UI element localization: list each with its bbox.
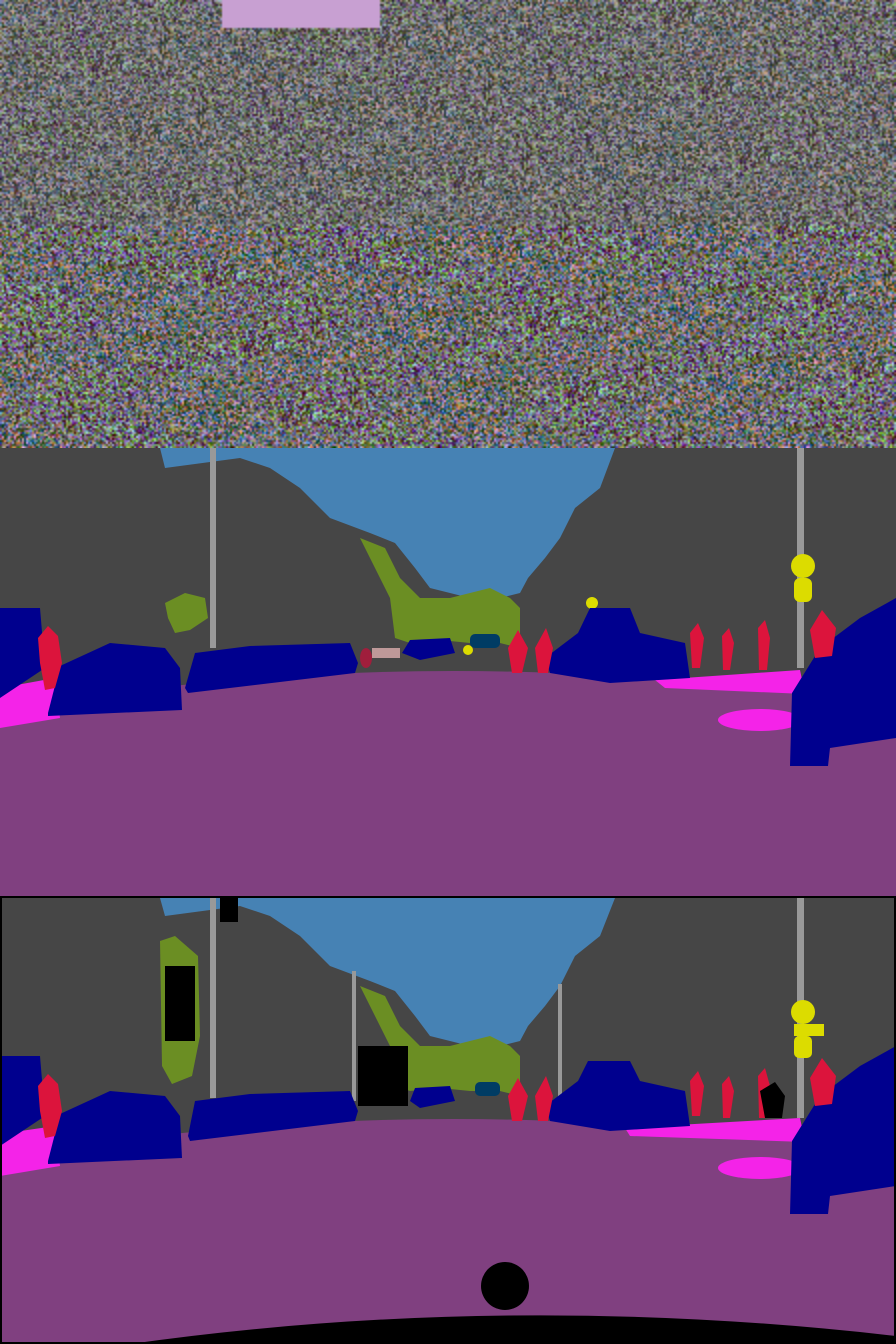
traffic-sign-lower <box>794 1036 812 1058</box>
person-left <box>38 626 62 690</box>
sidewalk-right <box>655 670 805 694</box>
person-right-d <box>810 1058 836 1106</box>
car-center <box>410 1086 455 1108</box>
feature-visualization-panel <box>0 0 896 448</box>
car-center <box>402 638 455 660</box>
traffic-sign-center <box>463 645 473 655</box>
truck-center <box>470 634 500 648</box>
sidewalk-right-patch <box>718 1157 802 1179</box>
ground-truth-segmentation-map <box>0 896 896 1344</box>
pole-center-a <box>352 971 356 1101</box>
car-right-front <box>790 598 896 766</box>
car-left-row <box>185 643 358 693</box>
car-left-row <box>188 1091 358 1141</box>
person-center-b <box>535 628 553 673</box>
car-right-row <box>545 608 690 683</box>
person-right-d <box>810 610 836 658</box>
panel-border <box>0 896 896 1344</box>
sidewalk-right <box>625 1118 805 1142</box>
noise-texture <box>0 0 896 448</box>
person-center-b <box>535 1076 553 1121</box>
void-stroller <box>760 1082 785 1118</box>
vegetation-center <box>360 538 520 648</box>
person-right-a <box>690 1071 704 1116</box>
sidewalk-right-patch <box>718 709 802 731</box>
pole-left <box>210 898 216 1098</box>
ground-truth-segmentation-panel <box>0 896 896 1344</box>
traffic-sign-circle <box>791 1000 815 1024</box>
car-left-edge <box>0 608 45 698</box>
predicted-segmentation-panel <box>0 448 896 896</box>
pole-center-b <box>558 984 562 1104</box>
person-right-c <box>758 620 770 670</box>
car-left-front <box>48 643 182 716</box>
person-left <box>38 1074 62 1138</box>
pole-left <box>210 448 216 648</box>
void-center-object <box>358 1046 408 1106</box>
traffic-sign-lower <box>794 578 812 602</box>
void-mascot <box>481 1262 529 1310</box>
road-region <box>0 670 896 896</box>
sidewalk-left <box>0 1126 60 1176</box>
rider-center <box>360 648 372 668</box>
person-center-a <box>508 630 528 673</box>
ego-vehicle-hood <box>0 1315 896 1344</box>
sidewalk-left <box>0 678 60 728</box>
person-right-b <box>722 1076 734 1118</box>
person-right-a <box>690 623 704 668</box>
void-top <box>220 898 238 922</box>
predicted-segmentation-map <box>0 448 896 896</box>
traffic-sign-circle <box>791 554 815 578</box>
truck-center <box>475 1082 500 1096</box>
car-right-front <box>790 1046 896 1214</box>
road-region <box>0 1118 896 1344</box>
person-center-a <box>508 1078 528 1121</box>
car-left-edge <box>0 1056 45 1146</box>
void-box-left <box>165 966 195 1041</box>
traffic-sign-small <box>586 597 598 609</box>
traffic-sign-plate <box>794 1024 824 1036</box>
person-right-b <box>722 628 734 670</box>
sky-region <box>160 448 615 598</box>
sky-region <box>160 898 615 1046</box>
car-left-front <box>48 1091 182 1164</box>
wall-strip <box>372 648 400 658</box>
car-right-row <box>545 1061 690 1131</box>
vegetation-left <box>165 593 208 633</box>
